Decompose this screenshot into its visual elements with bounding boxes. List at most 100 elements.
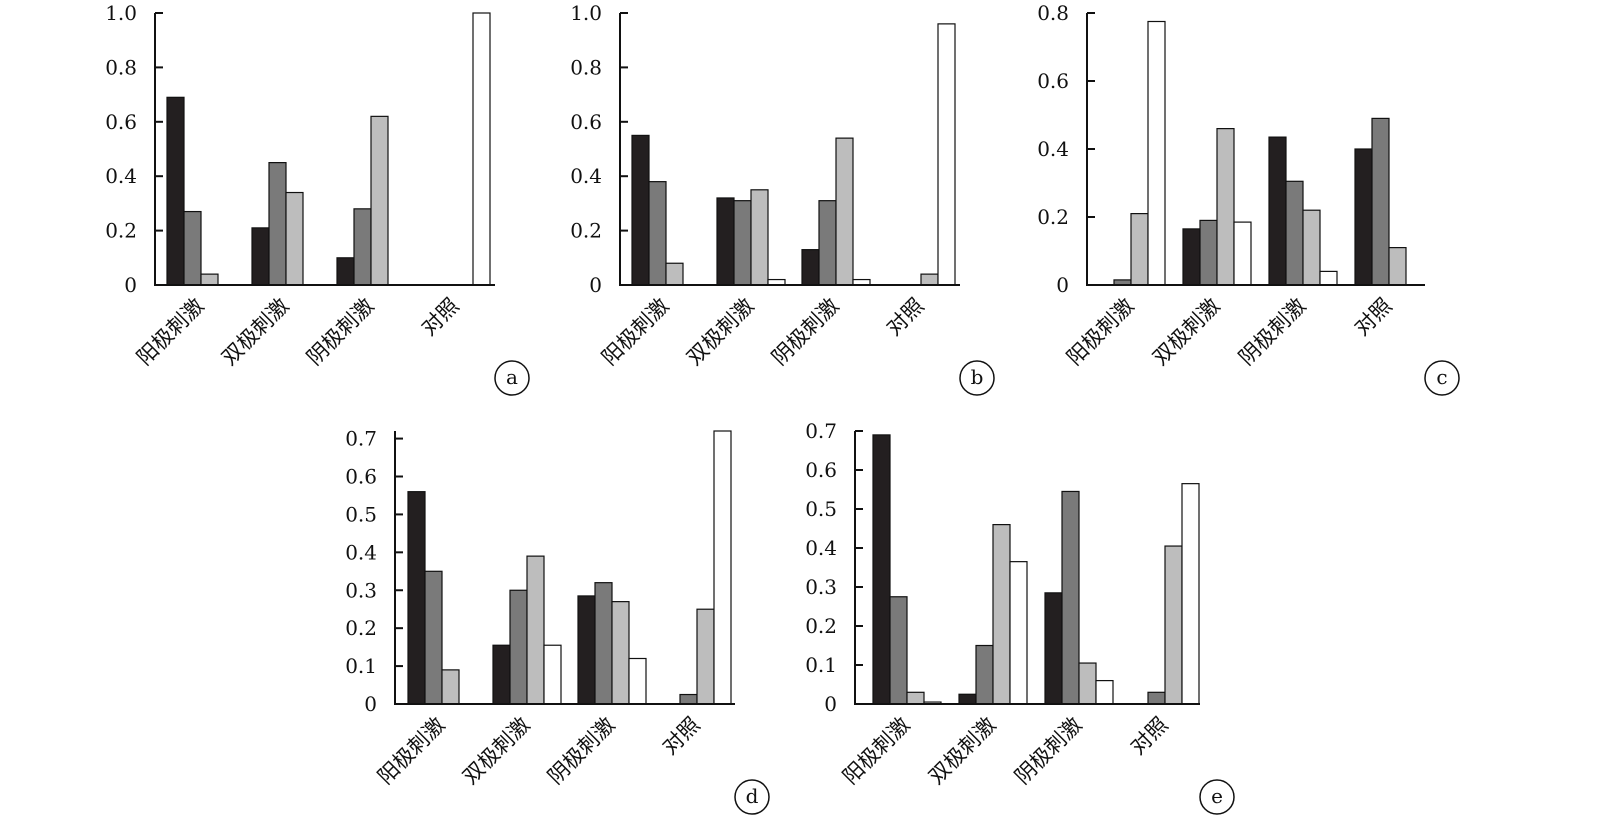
- y-tick-label-a-1: 0.2: [105, 219, 137, 243]
- bar-e-s3-4: [1164, 545, 1183, 705]
- category-label-d-3: 阴极刺激: [543, 713, 619, 789]
- bar-c-s3-4: [1388, 247, 1407, 286]
- bar-e-s1-3: [1044, 592, 1063, 705]
- panel-letter-e: e: [1211, 784, 1223, 808]
- chart-panel-a: 0 0.2 0.4 0.6 0.8 1.0 阳极刺激 双极刺激 阴极刺激 对照 a: [105, 1, 530, 396]
- bar-c-s3-2: [1216, 128, 1235, 286]
- bar-d-s1-1: [407, 491, 426, 705]
- bar-e-s3-2: [992, 523, 1011, 705]
- bar-a-s2-1: [183, 210, 202, 286]
- category-label-c-1: 阳极刺激: [1062, 294, 1138, 370]
- chart-panel-e: 0 0.1 0.2 0.3 0.4 0.5 0.6 0.7 阳极刺激 双极刺激 阴极刺激 对照 e: [805, 419, 1235, 815]
- y-tick-label-a-0: 0: [124, 273, 137, 297]
- bar-d-s2-3: [594, 582, 613, 705]
- bar-d-s2-4: [679, 693, 698, 705]
- bar-d-s3-2: [526, 555, 545, 705]
- category-label-e-3: 阴极刺激: [1010, 713, 1086, 789]
- bar-a-s2-2: [268, 162, 287, 286]
- bar-b-s3-3: [835, 137, 854, 286]
- bar-a-s1-3: [336, 257, 355, 286]
- y-tick-label-d-7: 0.7: [345, 427, 377, 451]
- bar-a-s1-1: [166, 96, 185, 286]
- category-label-c-3: 阴极刺激: [1234, 294, 1310, 370]
- y-tick-label-b-1: 0.2: [570, 219, 602, 243]
- bar-d-s3-1: [441, 669, 460, 705]
- y-tick-label-d-2: 0.2: [345, 616, 377, 640]
- bar-c-s4-2: [1233, 221, 1252, 286]
- bar-d-s3-3: [611, 601, 630, 705]
- y-tick-label-e-1: 0.1: [805, 653, 837, 677]
- y-tick-label-e-6: 0.6: [805, 458, 837, 482]
- bar-b-s3-2: [750, 189, 769, 286]
- panel-letter-circle-d: [734, 779, 770, 815]
- y-tick-label-d-6: 0.6: [345, 465, 377, 489]
- bar-b-s2-2: [733, 200, 752, 286]
- bar-c-s4-1: [1147, 20, 1166, 286]
- bar-a-s2-3: [353, 208, 372, 286]
- bar-a-s1-2: [251, 227, 270, 286]
- y-tick-label-a-2: 0.4: [105, 164, 137, 188]
- category-label-e-4: 对照: [1126, 713, 1173, 760]
- bar-e-s2-4: [1147, 691, 1166, 705]
- bar-e-s3-3: [1078, 662, 1097, 705]
- category-label-d-4: 对照: [658, 713, 705, 760]
- y-tick-label-b-4: 0.8: [570, 55, 602, 79]
- y-tick-label-d-4: 0.4: [345, 540, 377, 564]
- bar-b-s1-1: [631, 134, 650, 286]
- y-tick-label-c-0: 0: [1056, 273, 1069, 297]
- bar-b-s2-3: [818, 200, 837, 286]
- panel-letter-circle-a: [494, 360, 530, 396]
- bar-e-s4-4: [1181, 483, 1200, 705]
- category-label-a-2: 双极刺激: [217, 294, 293, 370]
- bar-d-s2-2: [509, 589, 528, 705]
- bar-c-s2-3: [1285, 180, 1304, 286]
- y-tick-label-b-3: 0.6: [570, 110, 602, 134]
- bar-d-s4-3: [628, 657, 647, 705]
- y-tick-label-e-3: 0.3: [805, 575, 837, 599]
- bar-b-s4-4: [937, 23, 956, 286]
- y-tick-label-d-3: 0.3: [345, 578, 377, 602]
- category-label-a-4: 对照: [417, 294, 464, 341]
- bar-e-s2-3: [1061, 490, 1080, 705]
- category-label-b-4: 对照: [882, 294, 929, 341]
- bar-e-s3-1: [906, 691, 925, 705]
- chart-panel-d: 0 0.1 0.2 0.3 0.4 0.5 0.6 0.7 阳极刺激 双极刺激 阴极刺激 对照 d: [345, 427, 770, 815]
- y-tick-label-a-5: 1.0: [105, 1, 137, 25]
- y-tick-label-e-4: 0.4: [805, 536, 837, 560]
- y-tick-label-b-5: 1.0: [570, 1, 602, 25]
- y-tick-label-d-1: 0.1: [345, 654, 377, 678]
- category-label-a-3: 阴极刺激: [302, 294, 378, 370]
- bar-d-s3-4: [696, 608, 715, 705]
- y-tick-label-c-1: 0.2: [1037, 205, 1069, 229]
- bar-c-s1-4: [1354, 148, 1373, 286]
- panel-letter-b: b: [971, 365, 984, 389]
- y-tick-label-c-2: 0.4: [1037, 137, 1069, 161]
- chart-panel-b: 0 0.2 0.4 0.6 0.8 1.0 阳极刺激 双极刺激 阴极刺激 对照 b: [570, 1, 995, 396]
- bar-c-s2-2: [1199, 219, 1218, 286]
- panel-letter-a: a: [506, 365, 518, 389]
- bar-d-s1-2: [492, 644, 511, 705]
- panel-letter-circle-c: [1424, 360, 1460, 396]
- bar-b-s1-3: [801, 249, 820, 286]
- category-label-d-1: 阳极刺激: [373, 713, 449, 789]
- y-tick-label-e-2: 0.2: [805, 614, 837, 638]
- bar-b-s1-2: [716, 197, 735, 286]
- bar-c-s3-3: [1302, 209, 1321, 286]
- bar-a-s4-4: [472, 12, 491, 286]
- bar-d-s2-1: [424, 570, 443, 705]
- category-label-d-2: 双极刺激: [458, 713, 534, 789]
- bar-c-s3-1: [1130, 213, 1149, 286]
- y-tick-label-d-5: 0.5: [345, 502, 377, 526]
- y-tick-label-c-4: 0.8: [1037, 1, 1069, 25]
- bar-e-s1-2: [958, 693, 977, 705]
- chart-panel-c: 0 0.2 0.4 0.6 0.8 阳极刺激 双极刺激 阴极刺激 对照 c: [1037, 1, 1460, 396]
- y-tick-label-a-3: 0.6: [105, 110, 137, 134]
- bar-a-s3-3: [370, 115, 389, 286]
- bar-d-s4-4: [713, 430, 732, 705]
- category-label-e-2: 双极刺激: [924, 713, 1000, 789]
- category-label-e-1: 阳极刺激: [838, 713, 914, 789]
- panel-letter-circle-b: [959, 360, 995, 396]
- y-tick-label-e-7: 0.7: [805, 419, 837, 443]
- y-tick-label-a-4: 0.8: [105, 55, 137, 79]
